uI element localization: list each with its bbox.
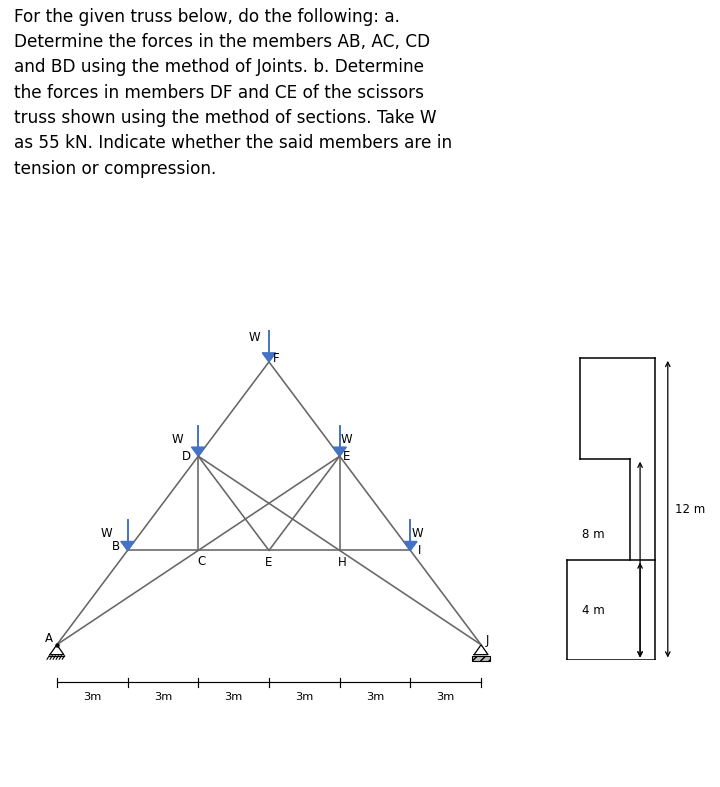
Polygon shape (50, 645, 64, 655)
Text: W: W (249, 331, 261, 345)
Text: 4 m: 4 m (582, 604, 605, 616)
Text: W: W (412, 527, 423, 540)
Text: 8 m: 8 m (582, 528, 605, 541)
Text: 3m: 3m (436, 693, 455, 702)
Text: E: E (265, 556, 273, 569)
Text: I: I (418, 544, 421, 557)
Text: C: C (198, 555, 206, 567)
Text: 3m: 3m (295, 693, 313, 702)
Polygon shape (404, 541, 417, 550)
Text: A: A (45, 632, 53, 645)
Text: H: H (338, 556, 346, 569)
Polygon shape (262, 353, 276, 362)
Polygon shape (121, 541, 134, 550)
Text: E: E (343, 449, 351, 463)
Text: W: W (341, 433, 353, 445)
Text: For the given truss below, do the following: a.
Determine the forces in the memb: For the given truss below, do the follow… (14, 8, 453, 178)
Text: F: F (273, 352, 279, 365)
Text: 3m: 3m (83, 693, 102, 702)
Text: 12 m: 12 m (675, 503, 706, 515)
Text: W: W (171, 433, 183, 445)
Text: W: W (101, 527, 112, 540)
Polygon shape (333, 447, 346, 456)
Text: D: D (182, 449, 191, 463)
Polygon shape (192, 447, 205, 456)
Text: B: B (112, 541, 120, 553)
Text: 3m: 3m (225, 693, 243, 702)
Text: 3m: 3m (366, 693, 384, 702)
Polygon shape (474, 645, 488, 655)
Text: J: J (485, 634, 489, 646)
Text: 3m: 3m (154, 693, 172, 702)
Bar (472, 656, 490, 661)
